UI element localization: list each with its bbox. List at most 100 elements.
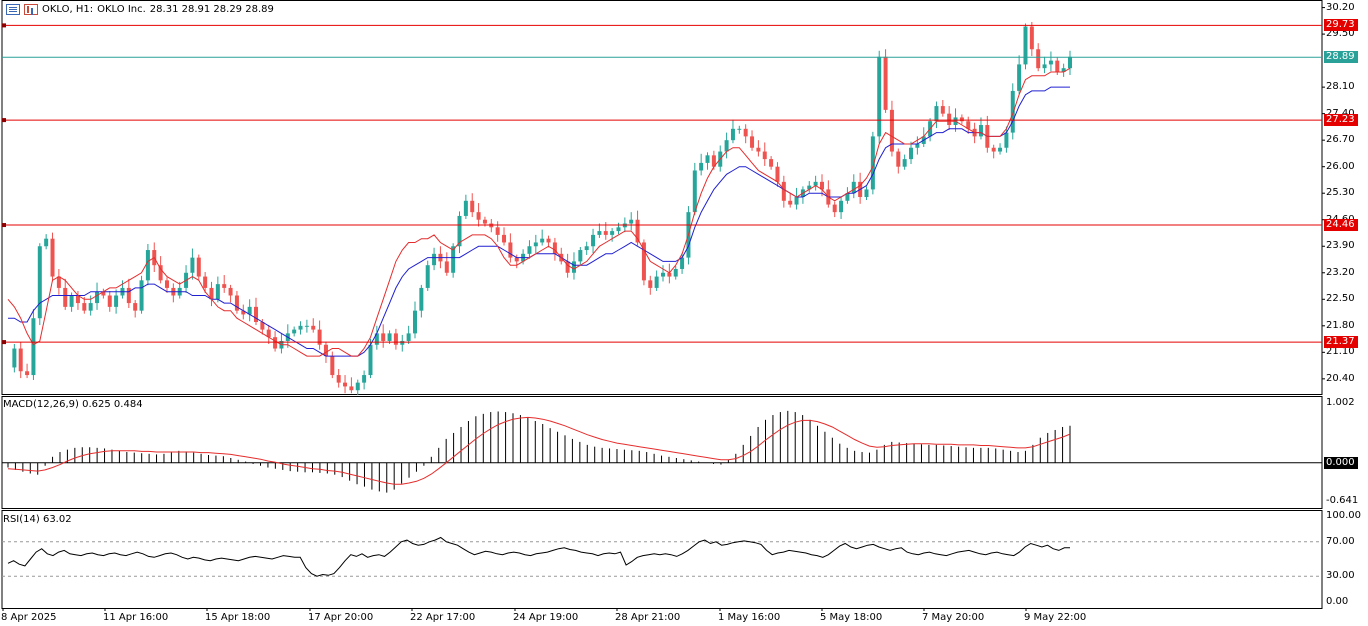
price-axis-label: 20.40 bbox=[1326, 372, 1355, 384]
time-axis-label: 24 Apr 19:00 bbox=[513, 612, 579, 623]
price-axis-label: 26.00 bbox=[1326, 160, 1355, 172]
ohlc-values: 28.31 28.91 28.29 28.89 bbox=[149, 4, 274, 15]
candle-body bbox=[1017, 64, 1022, 91]
candle-body bbox=[902, 159, 907, 167]
candle-body bbox=[95, 291, 100, 304]
rsi-label: RSI(14) 63.02 bbox=[3, 514, 72, 525]
macd-axis-label: 1.002 bbox=[1326, 397, 1355, 408]
candle-body bbox=[133, 303, 138, 311]
candle-body bbox=[1004, 132, 1009, 148]
candle-body bbox=[807, 185, 812, 190]
price-pane-frame bbox=[1, 0, 1323, 395]
candle-body bbox=[482, 219, 487, 224]
candle-body bbox=[737, 128, 742, 130]
price-axis-label: 28.10 bbox=[1326, 81, 1355, 93]
candle-body bbox=[1068, 56, 1072, 69]
candle-body bbox=[661, 272, 666, 277]
candle-body bbox=[44, 238, 49, 247]
candle-body bbox=[940, 106, 945, 114]
candle-body bbox=[508, 242, 513, 258]
candle-body bbox=[514, 257, 519, 262]
candle-body bbox=[909, 147, 914, 160]
candle-body bbox=[393, 333, 398, 345]
candle-body bbox=[692, 170, 697, 213]
candle-body bbox=[260, 322, 265, 330]
price-axis-label: 21.80 bbox=[1326, 319, 1355, 331]
candle-body bbox=[323, 344, 328, 357]
candle-body bbox=[769, 159, 774, 167]
rsi-axis-label: 70.00 bbox=[1326, 535, 1355, 547]
candle-body bbox=[1055, 60, 1060, 72]
candle-body bbox=[762, 151, 767, 160]
candle-body bbox=[635, 219, 640, 243]
candle-body bbox=[730, 128, 735, 141]
candle-body bbox=[610, 231, 615, 235]
price-tag: 29.73 bbox=[1324, 19, 1358, 32]
time-axis-label: 15 Apr 18:00 bbox=[205, 612, 271, 623]
level-anchor-marker bbox=[2, 340, 6, 345]
candle-body bbox=[101, 291, 106, 296]
candle-body bbox=[1029, 26, 1034, 50]
list-icon[interactable] bbox=[6, 4, 20, 15]
chart-type-icon[interactable] bbox=[24, 4, 38, 15]
macd-axis-label: -0.641 bbox=[1326, 495, 1359, 506]
rsi-line bbox=[7, 536, 1070, 577]
tenkan-line bbox=[7, 67, 1071, 357]
candle-body bbox=[222, 284, 227, 288]
time-axis-label: 7 May 20:00 bbox=[922, 612, 985, 623]
candle-body bbox=[139, 280, 144, 311]
candle-body bbox=[667, 272, 672, 277]
candle-body bbox=[1010, 90, 1015, 133]
candle-body bbox=[502, 234, 507, 243]
price-axis-label: 30.20 bbox=[1326, 1, 1355, 13]
symbol-timeframe: OKLO, H1: bbox=[42, 4, 94, 15]
candle-body bbox=[870, 136, 875, 190]
candle-body bbox=[25, 371, 30, 376]
candle-body bbox=[273, 337, 278, 349]
candle-body bbox=[896, 151, 901, 167]
candle-body bbox=[565, 261, 570, 273]
candle-body bbox=[304, 325, 309, 327]
candle-body bbox=[883, 56, 888, 110]
candle-body bbox=[641, 242, 646, 281]
candle-body bbox=[63, 287, 68, 307]
candle-body bbox=[813, 181, 818, 186]
candle-body bbox=[788, 200, 793, 205]
candle-body bbox=[699, 162, 704, 171]
macd-signal-line bbox=[7, 416, 1071, 485]
symbol-description: OKLO Inc. bbox=[97, 4, 146, 15]
chart-header: OKLO, H1: OKLO Inc. 28.31 28.91 28.29 28… bbox=[6, 4, 274, 15]
candle-body bbox=[254, 306, 259, 323]
candle-body bbox=[114, 295, 119, 307]
candle-body bbox=[228, 287, 233, 296]
candle-body bbox=[1042, 64, 1047, 69]
candle-body bbox=[292, 329, 297, 334]
candle-body bbox=[336, 375, 341, 383]
time-axis-label: 8 Apr 2025 bbox=[1, 612, 57, 623]
candle-body bbox=[266, 329, 271, 338]
candle-body bbox=[247, 306, 252, 315]
candle-body bbox=[991, 147, 996, 152]
time-axis-label: 28 Apr 21:00 bbox=[615, 612, 681, 623]
candle-body bbox=[196, 257, 201, 277]
candle-body bbox=[546, 238, 551, 243]
candle-body bbox=[915, 143, 920, 148]
candle-body bbox=[451, 246, 456, 273]
candle-body bbox=[889, 109, 894, 152]
candle-body bbox=[673, 268, 678, 277]
price-axis-label: 29.50 bbox=[1326, 28, 1355, 40]
candle-body bbox=[591, 234, 596, 247]
candle-body bbox=[362, 375, 367, 383]
candle-body bbox=[578, 250, 583, 262]
price-axis-label: 23.90 bbox=[1326, 240, 1355, 252]
candle-body bbox=[540, 238, 545, 243]
candle-body bbox=[711, 155, 716, 167]
candle-body bbox=[845, 193, 850, 201]
candle-body bbox=[597, 231, 602, 235]
candle-body bbox=[756, 147, 761, 152]
candle-body bbox=[1061, 68, 1066, 72]
candle-body bbox=[1036, 49, 1041, 69]
candle-body bbox=[145, 250, 150, 281]
candle-body bbox=[50, 238, 55, 277]
